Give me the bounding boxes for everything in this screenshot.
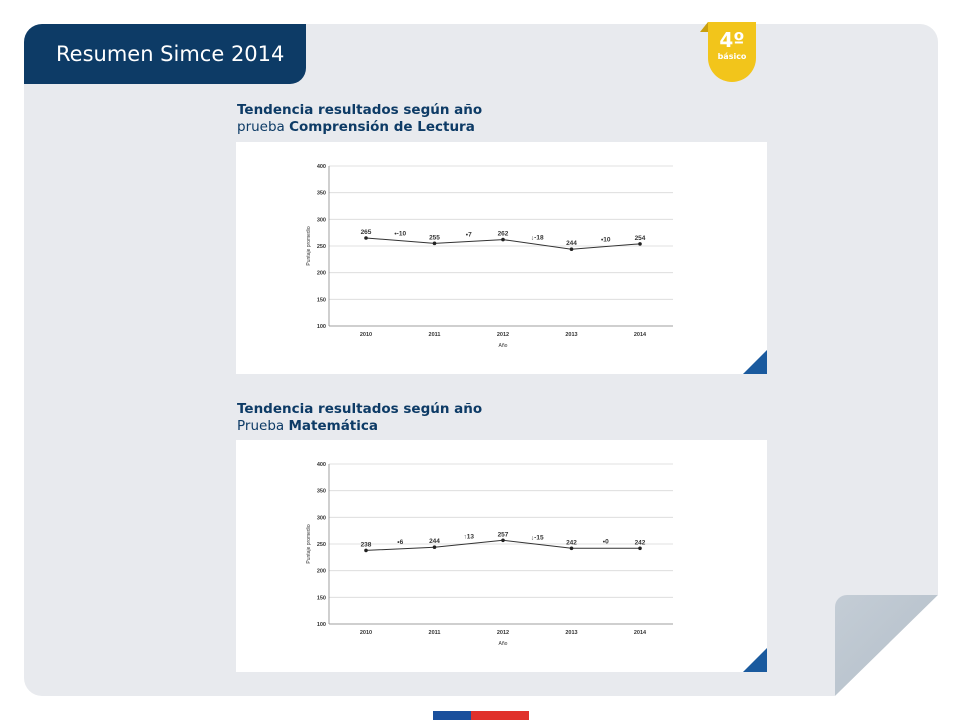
y-tick-label: 200 (317, 569, 326, 575)
y-tick-label: 300 (317, 217, 326, 223)
data-point (638, 546, 642, 551)
data-label: 244 (429, 538, 440, 545)
data-label: 255 (429, 234, 440, 241)
x-tick-label: 2010 (360, 332, 372, 338)
x-tick-label: 2013 (565, 332, 577, 338)
section-heading: Tendencia resultados según año (237, 401, 483, 417)
data-point (432, 241, 437, 246)
data-point (569, 546, 574, 551)
x-tick-label: 2014 (634, 332, 647, 338)
badge-grade: 4º (719, 28, 745, 52)
y-tick-label: 150 (317, 297, 326, 303)
y-tick-label: 100 (317, 324, 326, 330)
y-axis-title: Puntaje promedio (306, 524, 312, 563)
data-point (501, 237, 505, 242)
section-prefix: prueba (237, 119, 285, 135)
y-tick-label: 300 (317, 515, 326, 521)
delta-label: ↓-15 (531, 534, 544, 541)
data-label: 242 (566, 539, 577, 546)
flag-red-segment (471, 711, 529, 720)
x-tick-label: 2011 (429, 630, 441, 636)
page-title: Resumen Simce 2014 (56, 42, 285, 66)
section-title-reading: Tendencia resultados según año prueba Co… (237, 102, 482, 136)
y-tick-label: 400 (317, 462, 326, 468)
delta-label: •6 (397, 539, 403, 546)
x-tick-label: 2012 (497, 332, 509, 338)
x-axis-title: Año (499, 343, 508, 349)
section-subject: Comprensión de Lectura (289, 119, 475, 135)
x-tick-label: 2014 (634, 630, 647, 636)
section-subheading: Prueba Matemática (237, 418, 482, 435)
grade-badge: 4º básico (708, 22, 756, 82)
y-tick-label: 200 (317, 271, 326, 277)
x-tick-label: 2012 (497, 630, 509, 636)
flag-blue-segment (433, 711, 471, 720)
section-subject: Matemática (288, 418, 378, 434)
delta-label: •0 (603, 538, 609, 545)
chart-card-math: 100 150 200 250 300 350 400 2010 2011 2012 2013 201… (236, 440, 767, 672)
data-label: 238 (361, 541, 372, 548)
line-chart-math: 100 150 200 250 300 350 400 2010 2011 2012 2013 201… (306, 462, 673, 647)
x-tick-label: 2013 (565, 630, 577, 636)
section-prefix: Prueba (237, 418, 285, 434)
y-tick-label: 350 (317, 489, 326, 495)
x-tick-label: 2010 (360, 630, 372, 636)
section-subheading: prueba Comprensión de Lectura (237, 119, 482, 136)
section-heading: Tendencia resultados según año (237, 102, 483, 118)
chart-card-reading: 100 150 200 250 300 350 400 2010 2011 2012 2013 201… (236, 142, 767, 374)
x-tick-label: 2011 (429, 332, 441, 338)
line-chart-reading: 100 150 200 250 300 350 400 2010 2011 2012 2013 201… (306, 164, 673, 349)
y-tick-label: 100 (317, 622, 326, 628)
delta-label: •7 (466, 231, 472, 238)
delta-label: •-10 (394, 231, 406, 238)
y-tick-label: 400 (317, 164, 326, 170)
data-label: 262 (498, 231, 509, 238)
data-point (432, 545, 437, 549)
delta-label: ↑13 (464, 534, 475, 541)
data-point (364, 548, 368, 553)
page-title-banner: Resumen Simce 2014 (24, 24, 306, 84)
y-tick-label: 150 (317, 595, 326, 601)
y-tick-label: 350 (317, 191, 326, 197)
data-point (364, 236, 368, 240)
flag-bar (433, 711, 529, 720)
section-title-math: Tendencia resultados según año Prueba Ma… (237, 401, 482, 435)
badge-level: básico (717, 52, 747, 61)
data-point (638, 242, 642, 246)
y-axis-title: Puntaje promedio (306, 226, 312, 265)
data-label: 265 (361, 229, 372, 236)
data-label: 254 (635, 235, 646, 242)
data-label: 244 (566, 240, 577, 247)
y-tick-label: 250 (317, 542, 326, 548)
delta-label: •10 (601, 237, 611, 244)
badge-fold (700, 22, 708, 32)
data-point (569, 247, 574, 251)
y-tick-label: 250 (317, 244, 326, 250)
delta-label: ↓-18 (531, 234, 544, 241)
x-axis-title: Año (499, 641, 508, 647)
data-point (501, 538, 505, 543)
data-label: 257 (498, 531, 509, 538)
data-label: 242 (635, 539, 646, 546)
